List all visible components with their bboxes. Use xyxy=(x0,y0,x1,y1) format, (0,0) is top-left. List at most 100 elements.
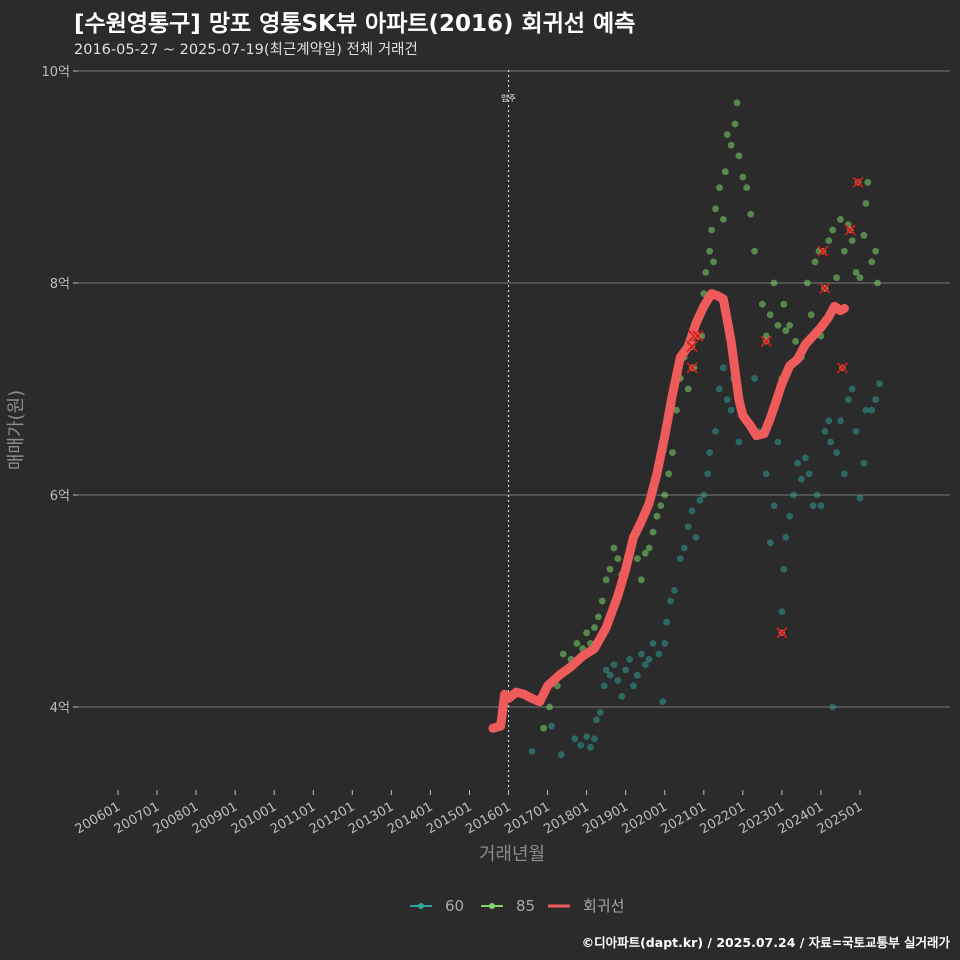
point-85 xyxy=(719,216,727,223)
point-60 xyxy=(659,698,667,706)
point-60 xyxy=(688,507,696,515)
point-60 xyxy=(645,655,653,663)
point-85 xyxy=(614,555,622,562)
point-60 xyxy=(606,671,614,679)
point-60 xyxy=(876,380,883,388)
point-85 xyxy=(716,184,723,192)
cancelled-mark xyxy=(817,245,829,257)
legend-item-reg: 회귀선 xyxy=(548,897,624,915)
point-60 xyxy=(622,666,630,674)
point-85 xyxy=(872,247,880,255)
point-85 xyxy=(602,576,610,584)
cancelled-x xyxy=(844,224,856,236)
point-85 xyxy=(727,141,735,149)
point-60 xyxy=(723,396,731,403)
point-85 xyxy=(770,279,778,287)
point-85 xyxy=(712,205,719,213)
point-85 xyxy=(751,247,758,255)
point-85 xyxy=(782,327,790,335)
legend: 60 85 회귀선 xyxy=(410,897,624,915)
point-60 xyxy=(571,735,579,743)
point-60 xyxy=(618,693,626,700)
point-85 xyxy=(653,512,661,520)
point-85 xyxy=(710,258,717,266)
point-60 xyxy=(591,735,598,743)
point-60 xyxy=(770,502,778,509)
point-85 xyxy=(852,269,860,276)
point-60 xyxy=(825,417,833,425)
point-60 xyxy=(794,459,801,467)
point-85 xyxy=(743,184,751,192)
series-60 xyxy=(528,364,883,759)
point-85 xyxy=(546,703,553,711)
point-60 xyxy=(548,722,555,730)
point-60 xyxy=(630,682,637,690)
point-60 xyxy=(844,396,852,403)
cancelled-mark xyxy=(686,340,698,353)
cancelled-x xyxy=(852,176,864,188)
legend-label: 85 xyxy=(516,897,535,915)
legend-item-85: 85 xyxy=(481,897,535,915)
point-60 xyxy=(868,406,876,414)
legend-key-dot xyxy=(489,903,495,909)
point-85 xyxy=(559,650,567,658)
point-60 xyxy=(727,406,735,414)
point-85 xyxy=(840,247,848,255)
point-85 xyxy=(792,337,799,345)
point-60 xyxy=(637,650,645,658)
point-85 xyxy=(868,258,876,266)
point-60 xyxy=(680,544,688,552)
point-85 xyxy=(864,178,872,186)
point-85 xyxy=(684,385,692,393)
point-85 xyxy=(739,173,747,181)
point-85 xyxy=(637,576,645,584)
point-60 xyxy=(610,661,618,668)
point-60 xyxy=(667,597,674,605)
point-60 xyxy=(790,491,798,499)
point-85 xyxy=(758,300,766,308)
point-85 xyxy=(721,168,729,176)
point-60 xyxy=(587,743,594,751)
cancelled-x xyxy=(688,330,700,342)
point-60 xyxy=(655,650,663,658)
legend-label: 60 xyxy=(445,897,464,915)
point-60 xyxy=(778,608,786,615)
point-85 xyxy=(780,300,788,308)
point-85 xyxy=(811,258,819,266)
y-tick-label: 10억 xyxy=(41,65,70,80)
point-60 xyxy=(528,748,536,755)
point-60 xyxy=(596,708,604,716)
point-60 xyxy=(786,512,794,520)
cancelled-mark xyxy=(819,282,831,294)
source-caption: ©디아파트(dapt.kr) / 2025.07.24 / 자료=국토교통부 실… xyxy=(581,935,950,950)
point-60 xyxy=(557,751,565,759)
point-85 xyxy=(706,247,714,255)
point-60 xyxy=(641,661,649,668)
point-60 xyxy=(848,385,856,393)
point-85 xyxy=(598,597,606,605)
point-85 xyxy=(803,279,811,287)
point-60 xyxy=(626,655,633,663)
point-85 xyxy=(641,549,649,557)
chart-subtitle: 2016-05-27 ~ 2025-07-19(최근계약일) 전체 거래건 xyxy=(74,42,418,58)
point-85 xyxy=(860,231,868,239)
cancelled-mark xyxy=(836,362,849,374)
point-60 xyxy=(833,449,840,456)
point-85 xyxy=(594,613,602,621)
point-60 xyxy=(766,539,774,547)
point-85 xyxy=(665,470,673,478)
point-60 xyxy=(614,677,622,684)
point-60 xyxy=(712,428,719,435)
point-60 xyxy=(751,375,758,382)
point-85 xyxy=(774,322,782,329)
cancelled-x xyxy=(686,362,698,374)
regression-path xyxy=(488,289,849,733)
cancelled-x xyxy=(817,245,829,257)
point-85 xyxy=(825,237,833,245)
y-axis-ticks: 4억 6억 8억 10억 xyxy=(41,65,78,716)
legend-item-60: 60 xyxy=(410,897,464,915)
point-60 xyxy=(704,470,712,478)
point-60 xyxy=(762,470,770,478)
point-85 xyxy=(591,624,598,631)
point-60 xyxy=(684,523,692,531)
